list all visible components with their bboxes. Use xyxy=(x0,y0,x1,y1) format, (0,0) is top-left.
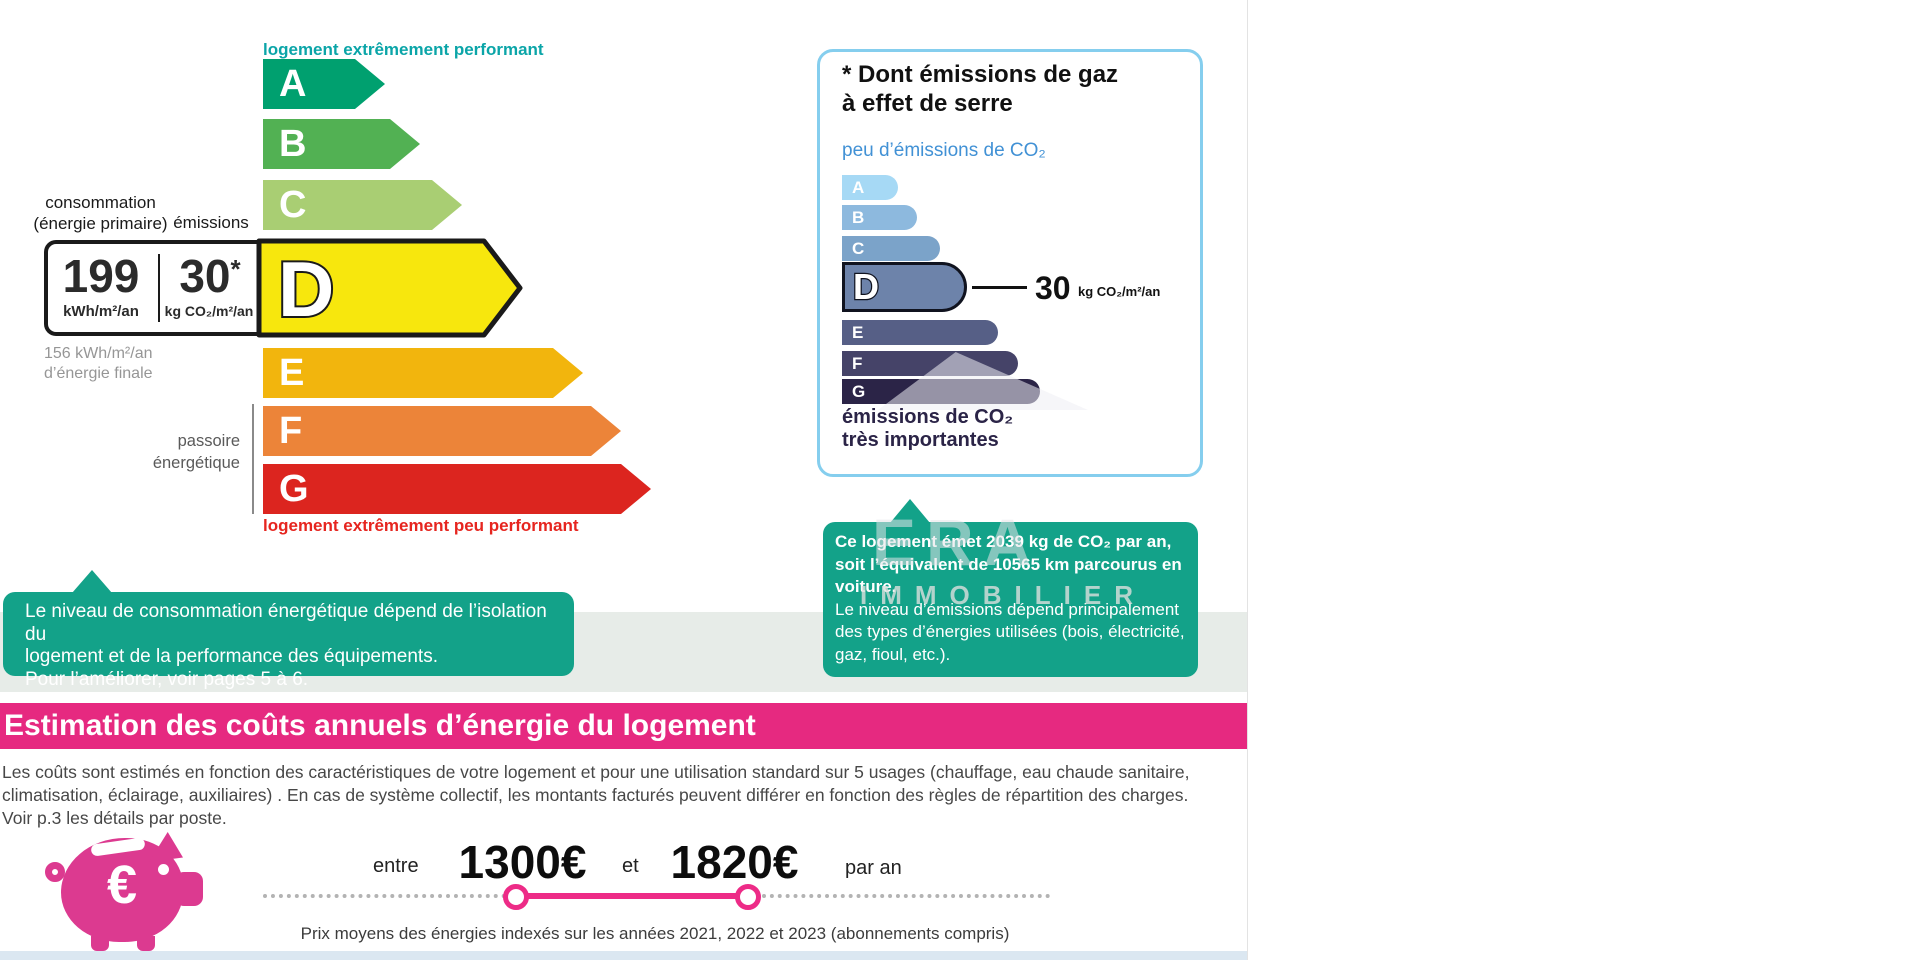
cost-max-marker xyxy=(735,884,761,910)
ges-class-arrow-b: B xyxy=(842,205,917,230)
cost-range-line xyxy=(516,893,748,899)
consumption-emissions-box xyxy=(44,240,260,336)
energy-sieve-label: passoire énergétique xyxy=(152,432,240,472)
co2-tooltip-bold-text: Ce logement émet 2039 kg de CO₂ par an, … xyxy=(835,532,1182,597)
ges-value-connector-line xyxy=(972,286,1027,289)
piggy-leg xyxy=(137,936,155,951)
immobilier-watermark-text: IMMOBILIER xyxy=(860,580,1146,610)
energy-tooltip-pointer xyxy=(72,570,112,593)
costs-banner-title: Estimation des coûts annuels d’énergie d… xyxy=(4,709,756,742)
energy-class-arrow-e: E xyxy=(263,348,583,398)
energy-class-arrow-b: B xyxy=(263,119,420,169)
piggy-tail xyxy=(45,862,65,882)
energy-class-letter: F xyxy=(279,409,303,452)
ges-class-letter: E xyxy=(852,322,864,342)
ges-class-letter: A xyxy=(852,177,865,197)
co2-tooltip-pointer xyxy=(890,499,930,523)
energy-scale-top-label: logement extrêmement performant xyxy=(263,40,544,59)
emissions-unit: kg CO₂/m²/an xyxy=(164,303,254,319)
cost-scale-dotted-line-left xyxy=(263,894,506,898)
energy-class-arrow-c: C xyxy=(263,180,462,230)
between-label: entre xyxy=(373,855,419,877)
bottom-strip xyxy=(0,951,1247,960)
consumption-value: 199 xyxy=(62,250,140,302)
piggy-leg xyxy=(91,936,109,951)
ges-class-letter: F xyxy=(852,353,863,373)
and-label: et xyxy=(622,855,639,877)
ges-class-letter: G xyxy=(852,381,866,401)
ges-panel-title: * Dont émissions de gaz à effet de serre xyxy=(842,61,1119,117)
ges-value: 30 xyxy=(1035,270,1071,306)
per-year-label: par an xyxy=(845,857,902,879)
emissions-header: émissions xyxy=(173,213,249,232)
energy-class-arrow-a: A xyxy=(263,59,385,109)
asterisk-mark: * xyxy=(230,254,241,284)
ges-high-emissions-label: émissions de CO₂ très importantes xyxy=(842,406,1014,451)
emissions-value: 30* xyxy=(179,250,241,302)
ges-class-arrow-e: E xyxy=(842,320,998,345)
cost-scale-dotted-line-right xyxy=(762,894,1050,898)
page-edge-line xyxy=(1247,0,1248,960)
ges-class-letter-d: D xyxy=(852,265,881,309)
euro-symbol: € xyxy=(106,855,138,915)
ges-value-unit: kg CO₂/m²/an xyxy=(1078,284,1161,299)
ges-low-emissions-label: peu d’émissions de CO₂ xyxy=(842,140,1046,161)
cost-max-value: 1820€ xyxy=(670,836,799,888)
ges-class-arrow-d: D xyxy=(842,262,967,312)
energy-scale-bottom-label: logement extrêmement peu performant xyxy=(263,516,579,535)
energy-class-letter: A xyxy=(279,62,307,105)
energy-class-arrow-d xyxy=(256,238,523,338)
costs-banner xyxy=(0,703,1247,749)
co2-tooltip: Ce logement émet 2039 kg de CO₂ par an, … xyxy=(823,522,1198,677)
energy-class-letter: E xyxy=(279,351,305,394)
cost-min-marker xyxy=(503,884,529,910)
ges-class-arrow-a: A xyxy=(842,175,898,200)
ges-class-letter: B xyxy=(852,207,865,227)
energy-class-arrow-g: G xyxy=(263,464,651,514)
energy-class-letter: G xyxy=(279,467,309,510)
piggy-bank-icon: € xyxy=(45,832,210,952)
energy-class-letter-d: D xyxy=(276,245,336,333)
consumption-header: consommation (énergie primaire) xyxy=(33,193,168,233)
final-energy-note: 156 kWh/m²/an d’énergie finale xyxy=(44,345,153,382)
piggy-snout xyxy=(175,872,203,906)
energy-class-letter: B xyxy=(279,122,307,165)
consumption-unit: kWh/m²/an xyxy=(63,303,139,320)
ges-class-arrow-c: C xyxy=(842,236,940,261)
energy-class-letter: C xyxy=(279,183,307,226)
energy-tooltip: Le niveau de consommation énergétique dé… xyxy=(3,592,574,690)
energy-class-arrow-f: F xyxy=(263,406,621,456)
costs-description: Les coûts sont estimés en fonction des c… xyxy=(2,762,1190,828)
price-footnote: Prix moyens des énergies indexés sur les… xyxy=(300,924,1010,943)
value-box-divider xyxy=(158,254,160,322)
era-watermark-text: ERA xyxy=(872,505,1042,579)
piggy-eye xyxy=(158,864,169,875)
energy-sieve-bracket xyxy=(252,404,254,514)
cost-min-value: 1300€ xyxy=(458,836,587,888)
co2-tooltip-normal-text: Le niveau d’émissions dépend principalem… xyxy=(835,599,1185,664)
ges-class-letter: C xyxy=(852,238,865,258)
